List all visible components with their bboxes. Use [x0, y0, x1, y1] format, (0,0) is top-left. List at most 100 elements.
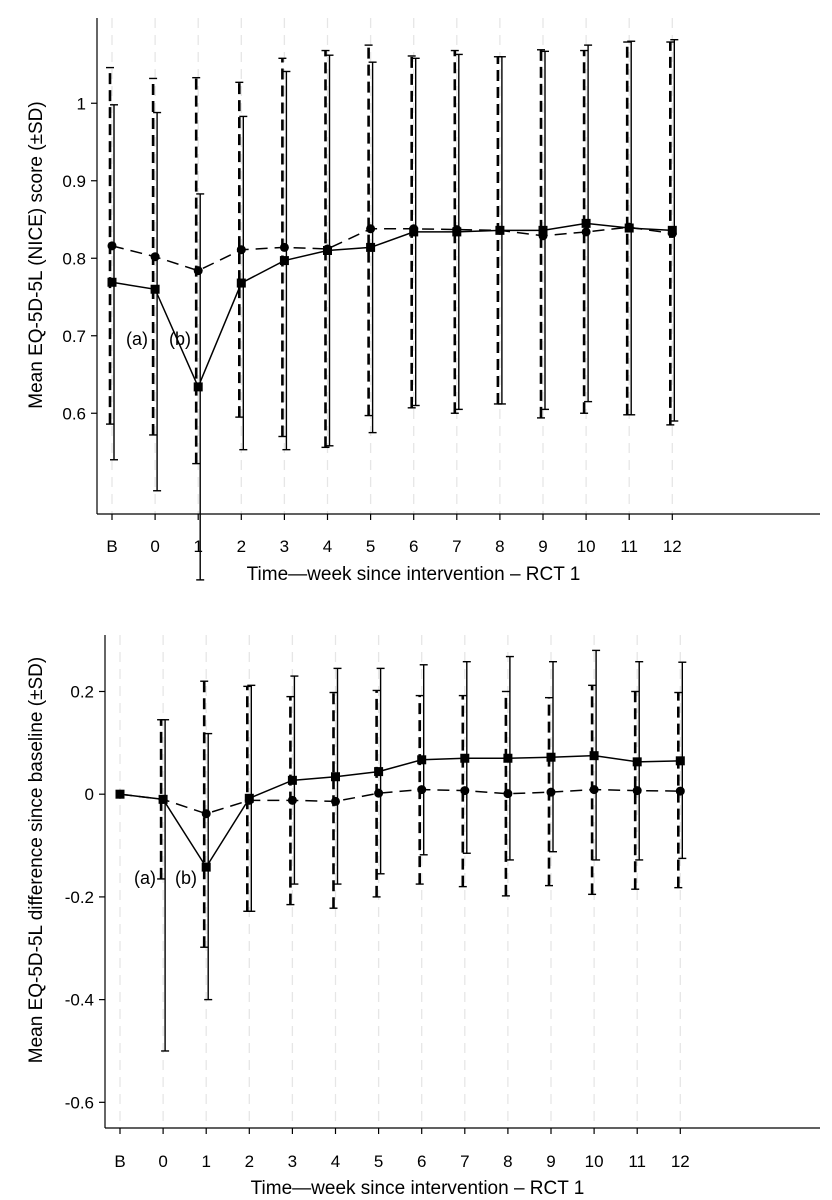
data-point	[323, 244, 332, 254]
x-tick-label: 5	[374, 1152, 383, 1171]
data-point	[675, 756, 685, 766]
data-point	[589, 751, 599, 761]
x-tick-label: 11	[620, 537, 638, 556]
data-point	[158, 794, 168, 804]
data-point	[150, 252, 160, 262]
x-tick-label: 12	[671, 1152, 690, 1171]
x-tick-label: 8	[495, 537, 504, 556]
data-point	[589, 785, 599, 795]
data-point	[495, 225, 505, 235]
data-point	[115, 789, 125, 799]
y-tick-label: 0.7	[62, 327, 86, 346]
x-axis-title: Time—week since intervention – RCT 1	[247, 564, 581, 585]
x-tick-label: 12	[663, 537, 682, 556]
x-tick-label: B	[114, 1152, 125, 1171]
series-line	[111, 222, 673, 389]
x-tick-label: 1	[201, 1152, 210, 1171]
series-2	[115, 680, 685, 948]
x-tick-label: 2	[245, 1152, 254, 1171]
data-point	[624, 222, 634, 232]
x-tick-label: 9	[546, 1152, 555, 1171]
y-tick-label: 0.8	[62, 249, 86, 268]
data-point	[460, 753, 470, 763]
y-tick-label: -0.6	[65, 1093, 94, 1112]
data-point	[546, 787, 556, 797]
series-line	[119, 754, 681, 869]
x-tick-label: 4	[323, 537, 332, 556]
x-tick-label: 3	[288, 1152, 297, 1171]
annotation: (a)	[134, 868, 156, 888]
data-point	[236, 278, 246, 288]
series-1	[115, 649, 687, 1052]
x-tick-label: 7	[460, 1152, 469, 1171]
x-tick-label: 2	[237, 537, 246, 556]
data-point	[581, 227, 591, 237]
series-1	[107, 39, 679, 581]
data-point	[503, 789, 513, 799]
data-point	[632, 786, 642, 796]
data-point	[581, 218, 591, 228]
data-point	[538, 225, 548, 235]
data-point	[417, 785, 427, 795]
data-point	[366, 224, 376, 234]
data-point	[107, 241, 117, 251]
data-point	[287, 795, 297, 805]
series-2	[106, 41, 677, 465]
data-point	[201, 862, 211, 872]
data-point	[279, 242, 289, 252]
x-tick-label: 3	[280, 537, 289, 556]
data-point	[287, 775, 297, 785]
x-tick-label: 0	[150, 537, 159, 556]
data-point	[331, 772, 340, 782]
data-point	[201, 809, 211, 819]
y-tick-label: 1	[77, 94, 86, 113]
x-tick-label: 6	[417, 1152, 426, 1171]
x-tick-label: 10	[577, 537, 596, 556]
x-tick-label: 8	[503, 1152, 512, 1171]
data-point	[417, 755, 427, 765]
annotation: (b)	[175, 868, 197, 888]
y-tick-label: 0.6	[62, 404, 86, 423]
series-line	[119, 788, 681, 815]
data-point	[366, 242, 376, 252]
data-point	[546, 752, 556, 762]
x-tick-label: 1	[193, 537, 202, 556]
data-point	[503, 753, 513, 763]
x-tick-label: 4	[331, 1152, 340, 1171]
data-point	[193, 266, 203, 276]
data-point	[538, 231, 548, 241]
data-point	[193, 382, 203, 392]
y-tick-label: 0	[85, 785, 94, 804]
chart-1: 0.60.70.80.91B 0 1 2 3 4 5 6 7 8 9 10 11 12Time—week …	[26, 18, 820, 585]
annotation: (b)	[169, 329, 191, 349]
x-tick-label: 11	[628, 1152, 646, 1171]
annotation: (a)	[126, 329, 148, 349]
series-line	[111, 226, 673, 272]
y-tick-label: -0.4	[65, 991, 94, 1010]
data-point	[331, 796, 340, 806]
data-point	[236, 245, 246, 255]
data-point	[244, 795, 254, 805]
y-tick-label: 0.9	[62, 172, 86, 191]
chart-2: -0.6-0.4-0.200.2B 0 1 2 3 4 5 6 7 8 9 10 11 12Time—we…	[26, 635, 820, 1199]
data-point	[107, 277, 117, 287]
y-axis-title: Mean EQ-5D-5L (NICE) score (±SD)	[26, 101, 47, 408]
x-tick-label: 7	[452, 537, 461, 556]
data-point	[460, 786, 470, 796]
x-axis-title: Time—week since intervention – RCT 1	[251, 1178, 585, 1199]
x-tick-label: 0	[158, 1152, 167, 1171]
data-point	[150, 284, 160, 294]
y-axis-title: Mean EQ-5D-5L difference since baseline …	[26, 657, 47, 1063]
y-tick-label: 0.2	[70, 682, 94, 701]
data-point	[374, 767, 384, 777]
data-point	[409, 224, 419, 234]
x-tick-label: 6	[409, 537, 418, 556]
x-tick-label: 10	[585, 1152, 604, 1171]
x-tick-label: 9	[538, 537, 547, 556]
data-point	[632, 757, 642, 767]
data-point	[279, 256, 289, 266]
data-point	[452, 225, 462, 235]
data-point	[675, 786, 685, 796]
data-point	[374, 788, 384, 798]
